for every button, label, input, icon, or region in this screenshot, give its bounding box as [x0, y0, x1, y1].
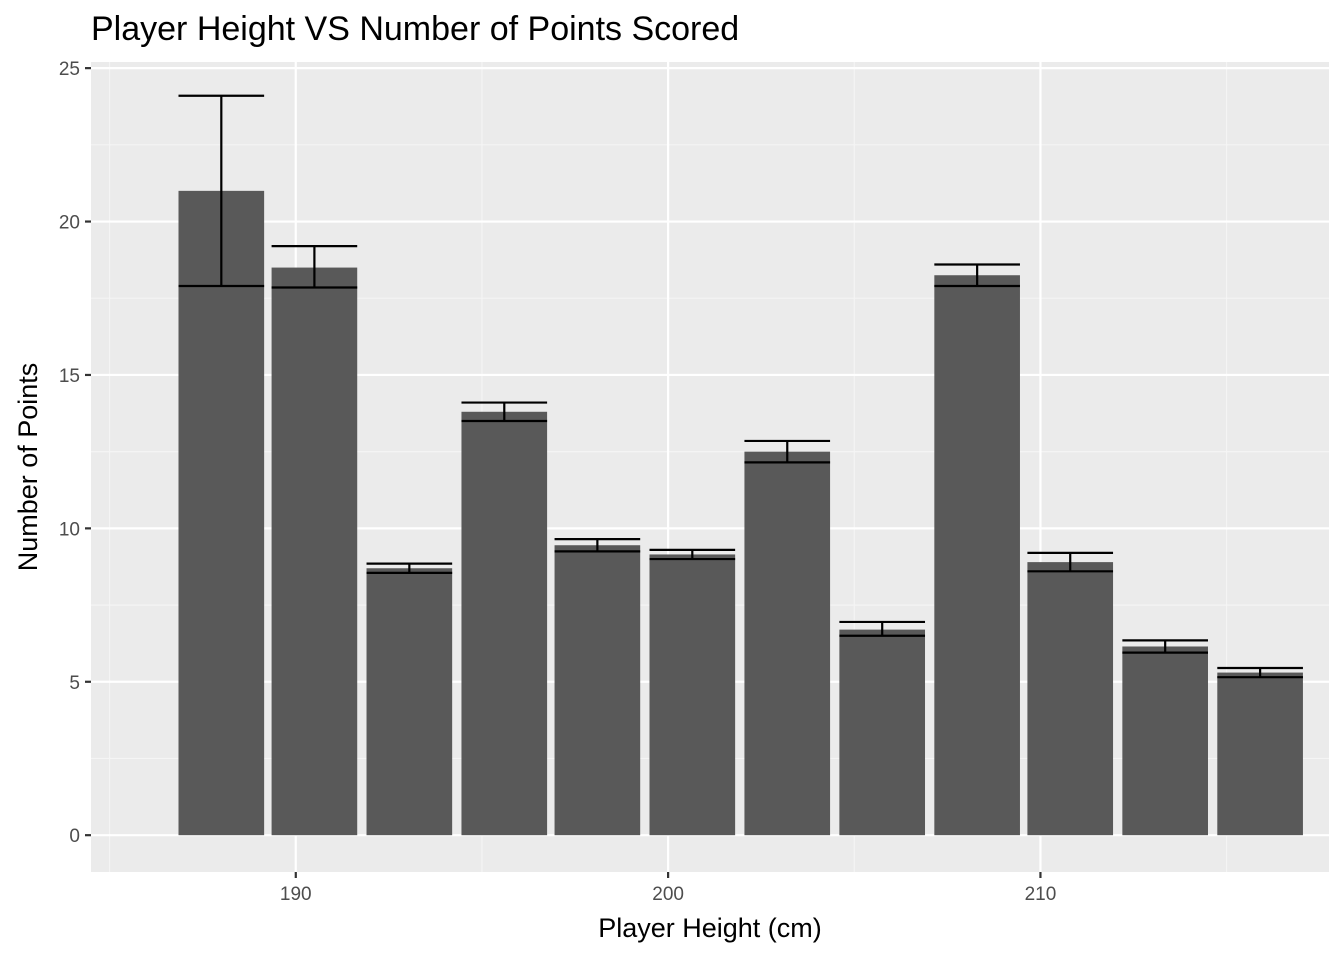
- bar: [1027, 562, 1114, 836]
- y-tick-label: 25: [59, 59, 80, 80]
- y-axis: 0 5 10 15 20 25: [59, 59, 91, 847]
- bar: [934, 275, 1020, 836]
- y-tick-label: 5: [69, 673, 80, 694]
- bar: [1122, 646, 1208, 836]
- bar: [366, 568, 453, 836]
- y-axis-title: Number of Points: [13, 363, 43, 572]
- error-bar: [178, 94, 265, 288]
- y-tick-label: 0: [69, 826, 80, 847]
- y-tick-label: 20: [59, 213, 80, 234]
- bars: [178, 190, 1303, 836]
- error-bar: [461, 401, 548, 423]
- error-bar: [1027, 551, 1114, 573]
- bar: [1217, 672, 1303, 836]
- bar: [744, 451, 831, 836]
- error-bar: [271, 244, 358, 289]
- x-tick-label: 210: [1025, 884, 1057, 905]
- error-bar: [1122, 639, 1208, 654]
- bar: [271, 267, 358, 836]
- x-axis: 190 200 210: [280, 872, 1056, 905]
- bar: [178, 190, 265, 836]
- bar: [649, 554, 736, 836]
- bar: [839, 629, 926, 836]
- bar: [461, 411, 548, 836]
- error-bar: [1217, 666, 1303, 679]
- error-bar: [934, 263, 1020, 288]
- bar: [554, 545, 641, 836]
- chart-title: Player Height VS Number of Points Scored: [91, 10, 739, 48]
- x-axis-title: Player Height (cm): [598, 913, 822, 943]
- error-bar: [366, 562, 453, 574]
- y-tick-label: 10: [59, 519, 80, 540]
- error-bar: [649, 548, 736, 561]
- y-tick-label: 15: [59, 366, 80, 387]
- error-bars: [178, 94, 1303, 679]
- error-bar: [839, 620, 926, 637]
- x-tick-label: 190: [280, 884, 312, 905]
- error-bar: [554, 538, 641, 553]
- x-tick-label: 200: [652, 884, 684, 905]
- error-bar: [744, 439, 831, 464]
